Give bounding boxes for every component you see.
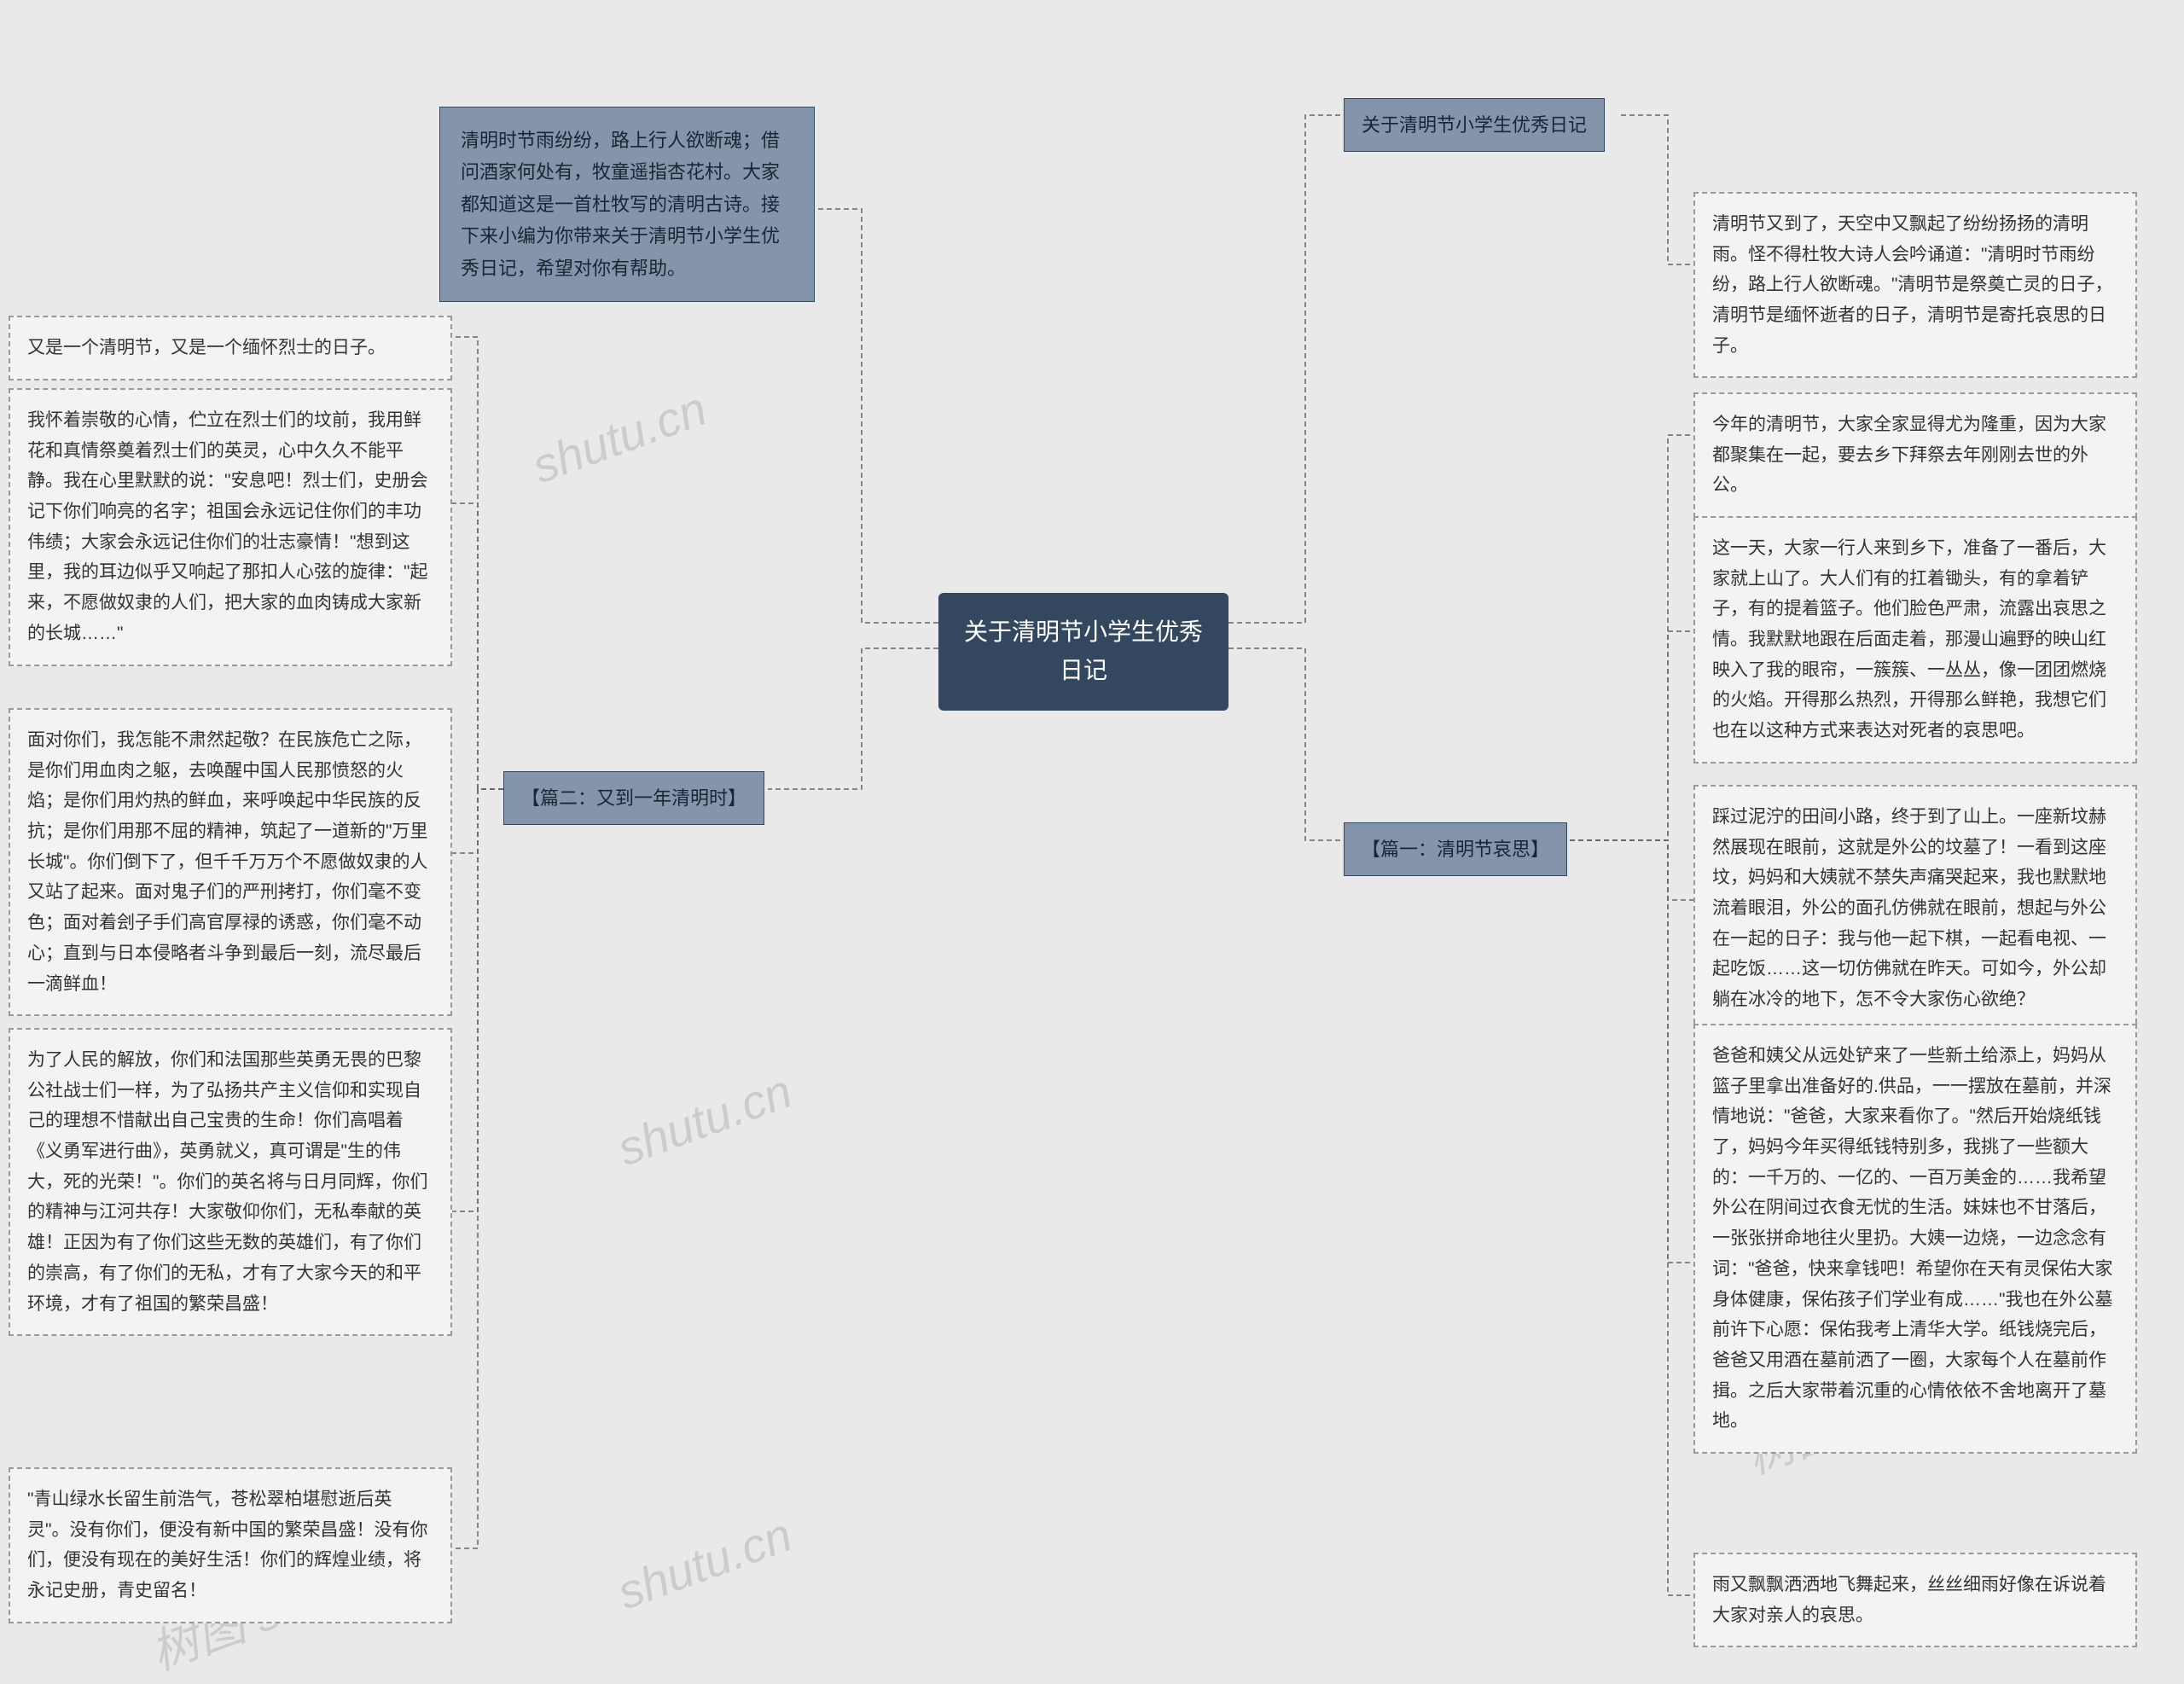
left-content-text: 面对你们，我怎能不肃然起敬？在民族危亡之际，是你们用血肉之躯，去唤醒中国人民那愤… xyxy=(27,730,427,994)
left-content-1: 我怀着崇敬的心情，伫立在烈士们的坟前，我用鲜花和真情祭奠着烈士们的英灵，心中久久… xyxy=(9,388,452,666)
watermark: shutu.cn xyxy=(610,1507,799,1620)
intro-node: 清明时节雨纷纷，路上行人欲断魂；借问酒家何处有，牧童遥指杏花村。大家都知道这是一… xyxy=(439,107,815,302)
left-content-text: 我怀着崇敬的心情，伫立在烈士们的坟前，我用鲜花和真情祭奠着烈士们的英灵，心中久久… xyxy=(27,410,427,643)
right-content-3: 踩过泥泞的田间小路，终于到了山上。一座新坟赫然展现在眼前，这就是外公的坟墓了！一… xyxy=(1693,785,2137,1032)
intro-text: 清明时节雨纷纷，路上行人欲断魂；借问酒家何处有，牧童遥指杏花村。大家都知道这是一… xyxy=(461,130,780,279)
right-branch-node: 【篇一：清明节哀思】 xyxy=(1344,822,1567,876)
left-content-2: 面对你们，我怎能不肃然起敬？在民族危亡之际，是你们用血肉之躯，去唤醒中国人民那愤… xyxy=(9,708,452,1016)
left-branch-node: 【篇二：又到一年清明时】 xyxy=(503,771,764,825)
right-content-0: 清明节又到了，天空中又飘起了纷纷扬扬的清明雨。怪不得杜牧大诗人会吟诵道："清明时… xyxy=(1693,192,2137,378)
right-content-text: 踩过泥泞的田间小路，终于到了山上。一座新坟赫然展现在眼前，这就是外公的坟墓了！一… xyxy=(1712,807,2106,1009)
left-content-3: 为了人民的解放，你们和法国那些英勇无畏的巴黎公社战士们一样，为了弘扬共产主义信仰… xyxy=(9,1028,452,1336)
watermark: shutu.cn xyxy=(610,1063,799,1176)
left-content-text: "青山绿水长留生前浩气，苍松翠柏堪慰逝后英灵"。没有你们，便没有新中国的繁荣昌盛… xyxy=(27,1489,427,1600)
left-content-4: "青山绿水长留生前浩气，苍松翠柏堪慰逝后英灵"。没有你们，便没有新中国的繁荣昌盛… xyxy=(9,1467,452,1623)
right-content-text: 爸爸和姨父从远处铲来了一些新土给添上，妈妈从篮子里拿出准备好的.供品，一一摆放在… xyxy=(1712,1046,2112,1431)
left-content-0: 又是一个清明节，又是一个缅怀烈士的日子。 xyxy=(9,316,452,380)
left-content-text: 为了人民的解放，你们和法国那些英勇无畏的巴黎公社战士们一样，为了弘扬共产主义信仰… xyxy=(27,1050,427,1314)
left-content-text: 又是一个清明节，又是一个缅怀烈士的日子。 xyxy=(27,338,386,357)
right-content-text: 今年的清明节，大家全家显得尤为隆重，因为大家都聚集在一起，要去乡下拜祭去年刚刚去… xyxy=(1712,415,2106,495)
center-title: 关于清明节小学生优秀日记 xyxy=(964,618,1203,683)
right-content-5: 雨又飘飘洒洒地飞舞起来，丝丝细雨好像在诉说着大家对亲人的哀思。 xyxy=(1693,1553,2137,1647)
right-content-text: 雨又飘飘洒洒地飞舞起来，丝丝细雨好像在诉说着大家对亲人的哀思。 xyxy=(1712,1575,2106,1625)
right-content-1: 今年的清明节，大家全家显得尤为隆重，因为大家都聚集在一起，要去乡下拜祭去年刚刚去… xyxy=(1693,392,2137,518)
left-branch-label: 【篇二：又到一年清明时】 xyxy=(521,787,746,809)
right-header-label: 关于清明节小学生优秀日记 xyxy=(1362,114,1587,136)
right-content-text: 这一天，大家一行人来到乡下，准备了一番后，大家就上山了。大人们有的扛着锄头，有的… xyxy=(1712,538,2106,740)
right-header-node: 关于清明节小学生优秀日记 xyxy=(1344,98,1605,152)
right-content-2: 这一天，大家一行人来到乡下，准备了一番后，大家就上山了。大人们有的扛着锄头，有的… xyxy=(1693,516,2137,764)
center-node: 关于清明节小学生优秀日记 xyxy=(938,593,1228,711)
right-content-text: 清明节又到了，天空中又飘起了纷纷扬扬的清明雨。怪不得杜牧大诗人会吟诵道："清明时… xyxy=(1712,214,2112,356)
right-content-4: 爸爸和姨父从远处铲来了一些新土给添上，妈妈从篮子里拿出准备好的.供品，一一摆放在… xyxy=(1693,1024,2137,1454)
right-branch-label: 【篇一：清明节哀思】 xyxy=(1362,839,1549,860)
watermark: shutu.cn xyxy=(525,380,713,494)
